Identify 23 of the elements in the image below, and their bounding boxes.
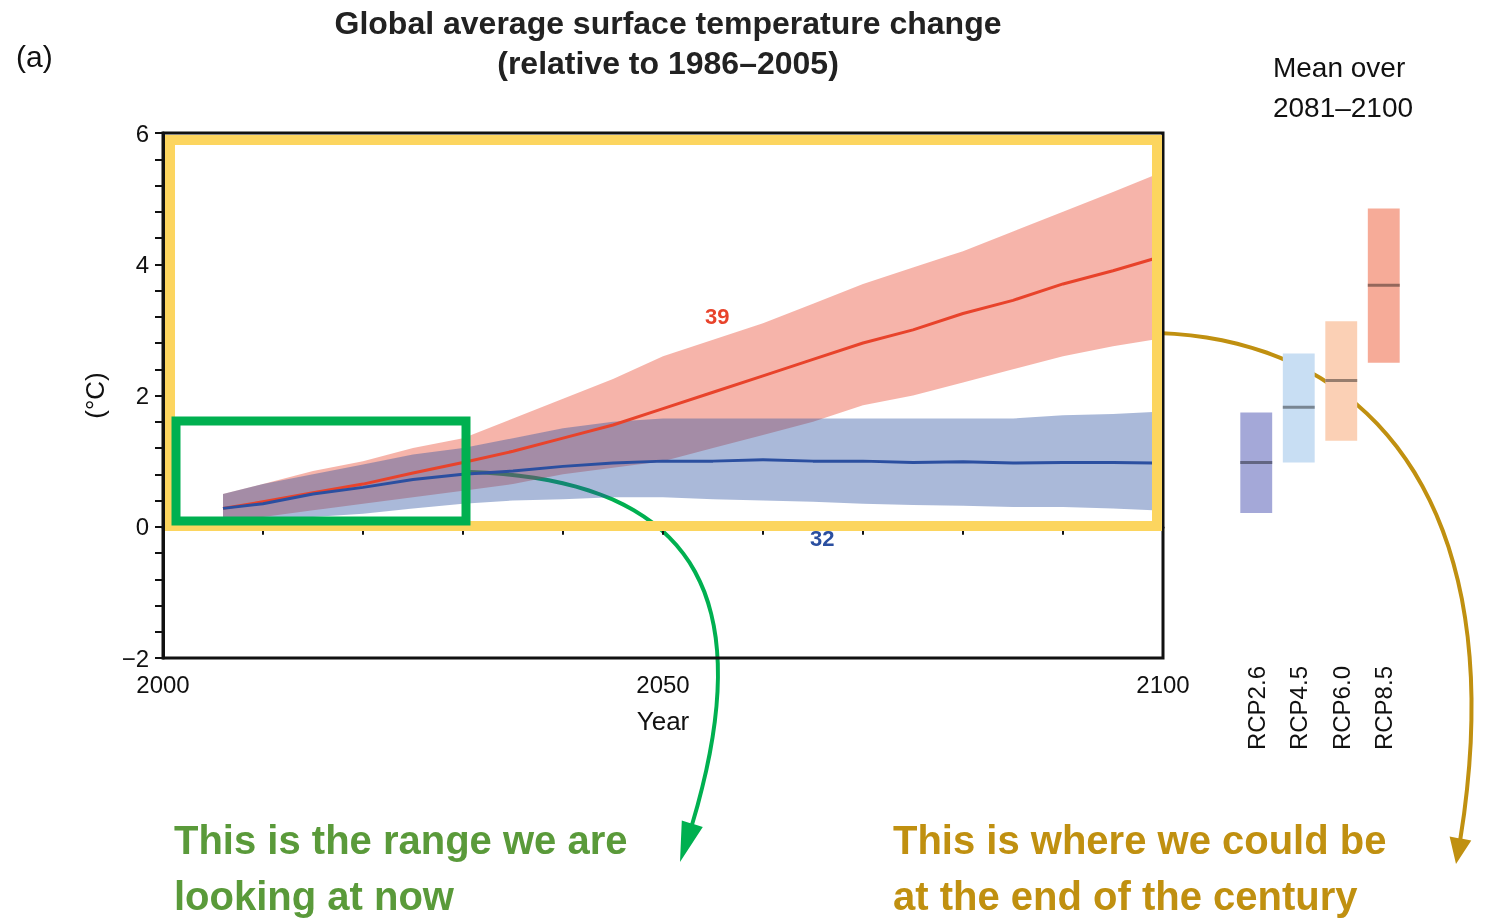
line-series [221, 458, 1155, 510]
x-tick-label: RCP4.5 [1285, 666, 1313, 751]
y-axis-title: (°C) [80, 372, 110, 419]
x-axis-title: Year [636, 706, 690, 736]
x-tick-label: RCP6.0 [1327, 666, 1355, 751]
text: This is where we could be at the end of the century [893, 817, 1388, 920]
chart-title: Mean over 2081–2100 [1272, 51, 1414, 123]
x-tick-label: 2050 [636, 670, 690, 698]
x-tick-label: 2000 [136, 670, 190, 698]
x-tick-label: RCP8.5 [1370, 666, 1398, 751]
y-tick-label: −2 [121, 644, 149, 672]
x-tick-label: 2100 [1136, 670, 1190, 698]
y-tick-label: 4 [135, 250, 149, 278]
y-tick-label: 0 [135, 513, 149, 541]
annotation: 32 [810, 526, 835, 552]
y-tick-label: 2 [135, 382, 149, 409]
x-tick-label: RCP2.6 [1242, 666, 1270, 751]
chart-title: Global average surface temperature change [334, 5, 1002, 41]
text: (a) [16, 40, 53, 74]
chart-subtitle: (relative to 1986–2005) [497, 45, 839, 81]
y-tick-label: 6 [135, 119, 149, 147]
annotation: 39 [705, 304, 730, 330]
text: This is the range we are looking at now [174, 817, 629, 920]
